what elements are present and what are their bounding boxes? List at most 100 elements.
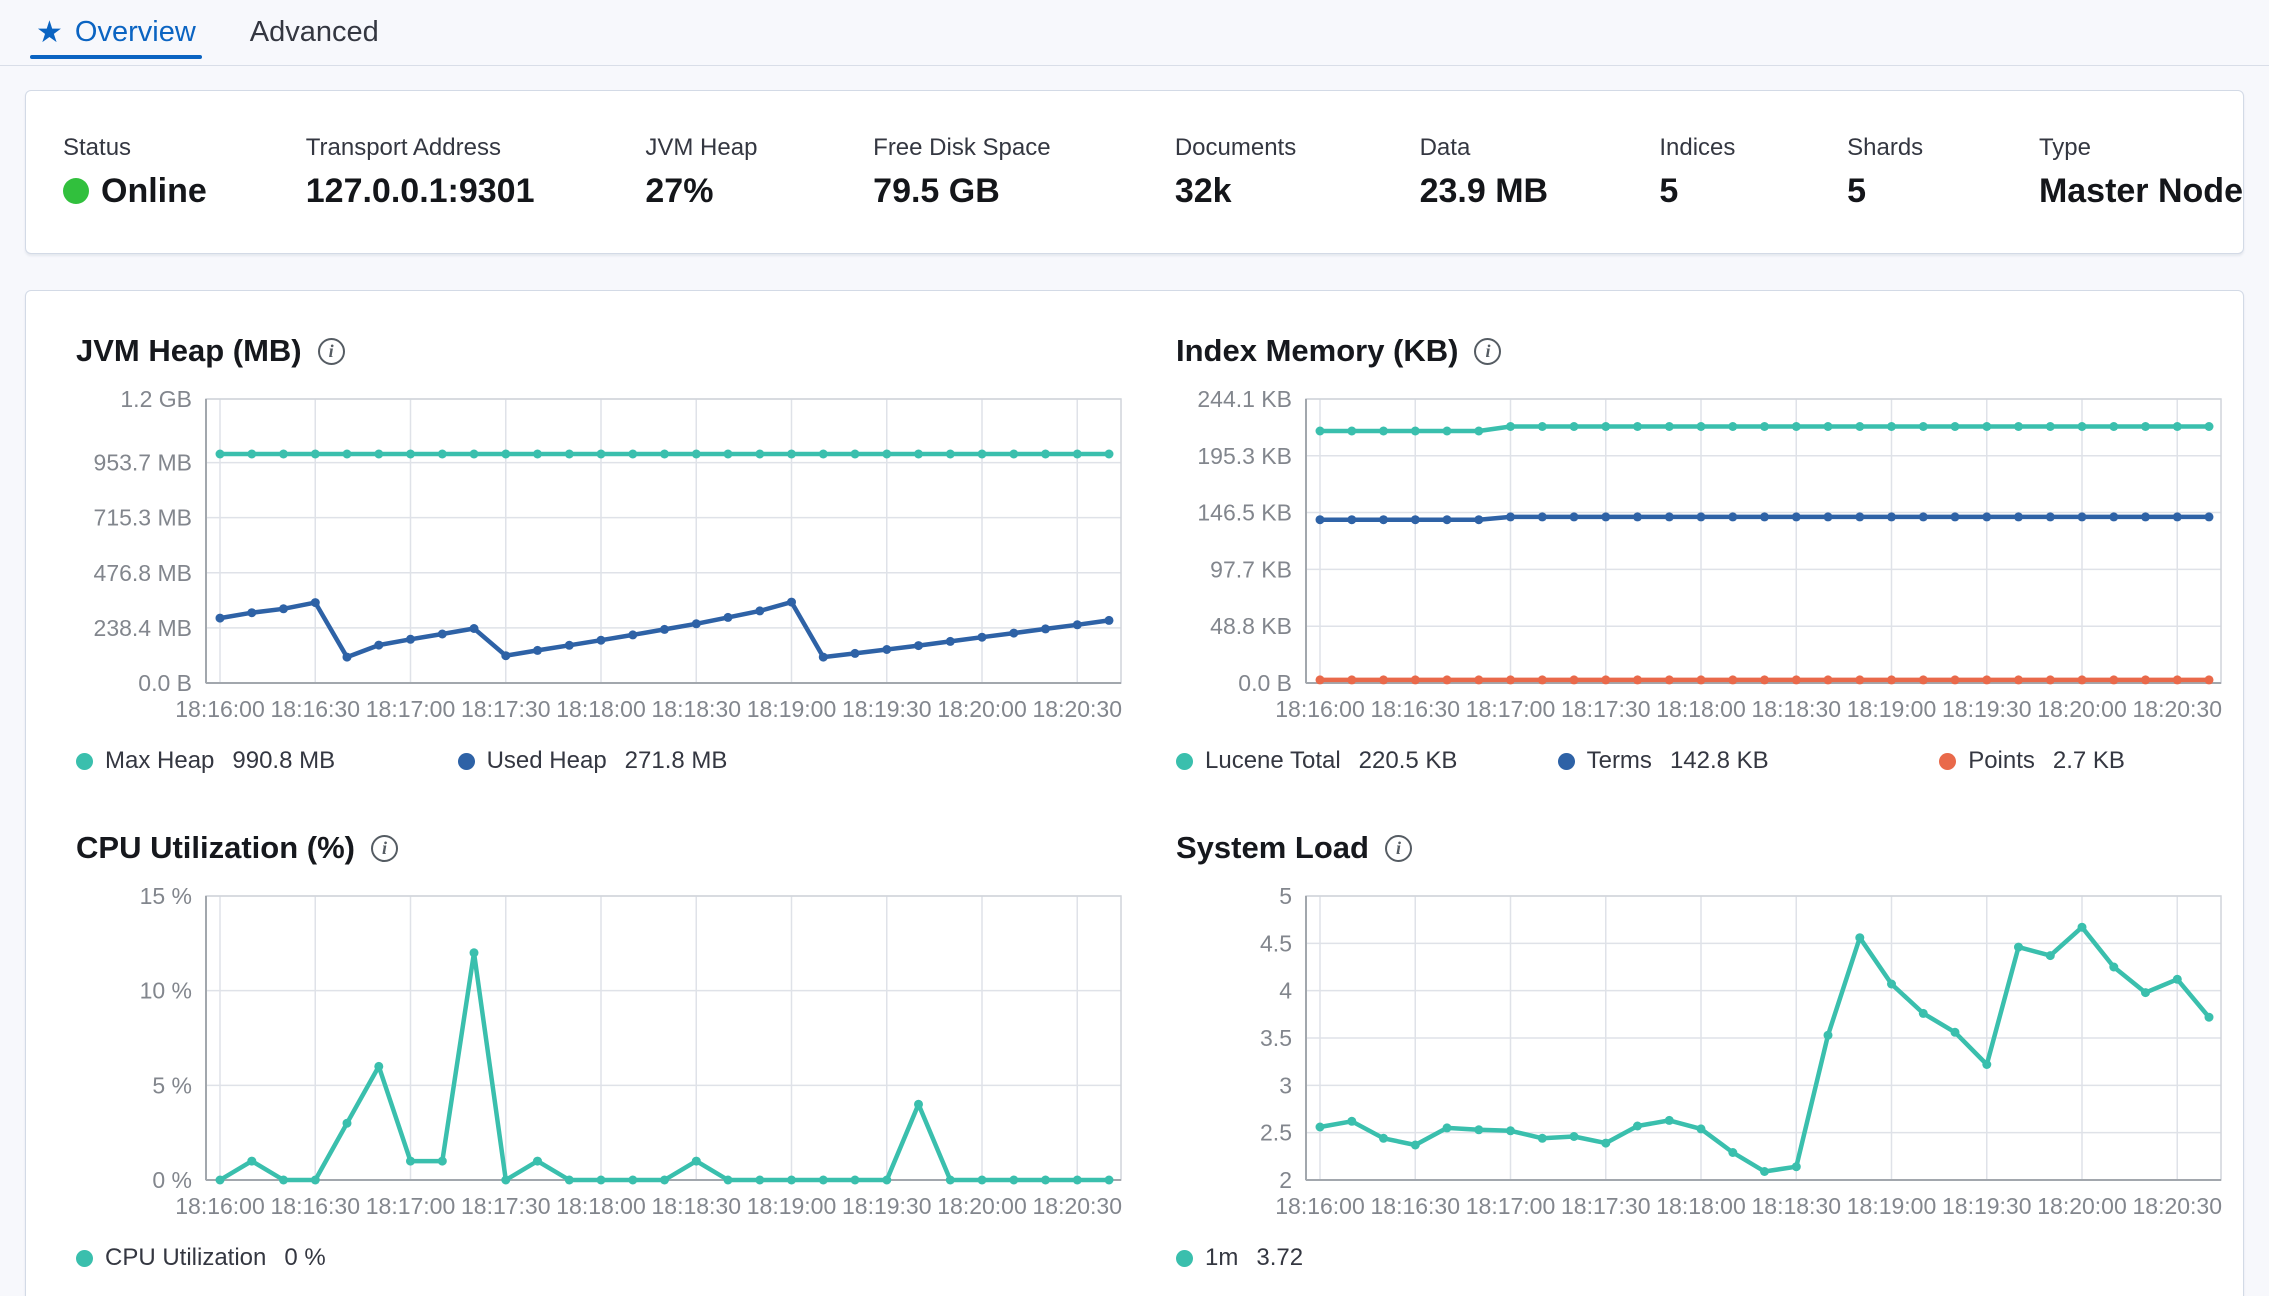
- stat-status: Status Online: [63, 134, 306, 211]
- star-icon: ★: [36, 15, 63, 49]
- chart-legend: CPU Utilization 0 %: [76, 1244, 1136, 1272]
- chart-title: JVM Heap (MB): [76, 333, 302, 368]
- chart-legend: Max Heap 990.8 MB Used Heap 271.8 MB: [76, 747, 1136, 775]
- x-tick-label: 18:18:30: [1751, 1193, 1841, 1219]
- stat-value: Master Node: [2039, 172, 2243, 211]
- y-tick-label: 238.4 MB: [94, 615, 192, 641]
- x-tick-label: 18:20:00: [2037, 696, 2127, 722]
- x-tick-label: 18:19:30: [1942, 1193, 2032, 1219]
- x-tick-label: 18:17:30: [461, 1193, 551, 1219]
- y-tick-label: 1.2 GB: [120, 391, 192, 412]
- tab-bar: ★ Overview Advanced: [0, 0, 2269, 66]
- y-tick-label: 2.5: [1260, 1120, 1292, 1146]
- legend-item: Points 2.7 KB: [1939, 747, 2125, 775]
- stat-shards: Shards 5: [1847, 134, 2039, 211]
- x-tick-label: 18:19:00: [1847, 696, 1937, 722]
- legend-dot-icon: [457, 752, 475, 770]
- tab-advanced-label: Advanced: [249, 16, 379, 48]
- online-status-dot-icon: [63, 178, 89, 204]
- x-tick-label: 18:20:30: [1032, 1193, 1122, 1219]
- y-tick-label: 195.3 KB: [1197, 443, 1292, 469]
- legend-series-name: CPU Utilization: [105, 1244, 267, 1271]
- stat-data: Data 23.9 MB: [1420, 134, 1660, 211]
- stat-value-text: 5: [1847, 171, 1867, 210]
- x-tick-label: 18:19:30: [842, 696, 932, 722]
- legend-item: Max Heap 990.8 MB: [76, 747, 458, 775]
- y-tick-label: 715.3 MB: [94, 505, 192, 531]
- x-tick-label: 18:20:00: [2037, 1193, 2127, 1219]
- x-tick-label: 18:20:30: [2132, 1193, 2222, 1219]
- y-tick-label: 0.0 B: [138, 670, 192, 696]
- stat-value: 32k: [1175, 172, 1420, 211]
- chart-title: Index Memory (KB): [1176, 333, 1459, 368]
- legend-series-value: 2.7 KB: [2052, 747, 2125, 774]
- stat-value: 5: [1847, 172, 2039, 211]
- x-tick-label: 18:17:30: [1561, 1193, 1651, 1219]
- y-tick-label: 4.5: [1260, 930, 1292, 956]
- charts-grid: JVM Heap (MB) i 18:16:00 18:16:30 18:17:00…: [76, 333, 2222, 1272]
- y-tick-label: 4: [1279, 978, 1292, 1004]
- chart-jvm-heap: JVM Heap (MB) i 18:16:00 18:16:30 18:17:00…: [76, 333, 1136, 775]
- line-chart[interactable]: 18:16:00 18:16:30 18:17:00 18:17:30 18:18:00…: [76, 391, 1136, 741]
- x-tick-label: 18:18:00: [1656, 1193, 1746, 1219]
- legend-series-name: 1m: [1205, 1244, 1239, 1271]
- stat-label: Data: [1419, 133, 1471, 161]
- x-tick-label: 18:16:30: [1370, 1193, 1460, 1219]
- x-tick-label: 18:18:30: [1751, 696, 1841, 722]
- x-tick-label: 18:16:00: [1275, 1193, 1365, 1219]
- x-tick-label: 18:19:30: [842, 1193, 932, 1219]
- chart-legend: 1m 3.72: [1176, 1244, 2236, 1272]
- x-tick-label: 18:17:30: [1561, 696, 1651, 722]
- legend-item: CPU Utilization 0 %: [76, 1244, 326, 1272]
- info-icon[interactable]: i: [1474, 337, 1502, 365]
- y-tick-label: 953.7 MB: [94, 450, 192, 476]
- legend-item: Used Heap 271.8 MB: [457, 747, 727, 775]
- y-tick-label: 15 %: [140, 888, 192, 909]
- legend-dot-icon: [1557, 752, 1575, 770]
- tab-overview-label: Overview: [74, 16, 196, 48]
- legend-item: 1m 3.72: [1176, 1244, 1303, 1272]
- y-tick-label: 5: [1279, 888, 1292, 909]
- x-tick-label: 18:20:00: [937, 1193, 1027, 1219]
- chart-index-memory: Index Memory (KB) i 18:16:00 18:16:30 18:1…: [1176, 333, 2236, 775]
- stat-label: Shards: [1847, 133, 1924, 161]
- chart-cpu-utilization: CPU Utilization (%) i 18:16:00 18:16:30 18…: [76, 830, 1136, 1272]
- x-tick-label: 18:18:30: [651, 696, 741, 722]
- line-chart[interactable]: 18:16:00 18:16:30 18:17:00 18:17:30 18:18:00…: [76, 888, 1136, 1238]
- stat-transport-address: Transport Address 127.0.0.1:9301: [306, 134, 646, 211]
- stat-free-disk-space: Free Disk Space 79.5 GB: [873, 134, 1175, 211]
- stat-value-text: 32k: [1174, 171, 1232, 210]
- x-tick-label: 18:17:00: [1466, 1193, 1556, 1219]
- stat-value-text: Master Node: [2038, 171, 2243, 210]
- stat-value: 23.9 MB: [1420, 172, 1660, 211]
- legend-dot-icon: [1176, 752, 1193, 770]
- y-tick-label: 2: [1279, 1167, 1292, 1193]
- info-icon[interactable]: i: [1384, 834, 1412, 862]
- x-tick-label: 18:16:00: [175, 696, 265, 722]
- stat-label: Indices: [1659, 133, 1736, 161]
- stat-value-text: 5: [1659, 171, 1679, 210]
- line-chart[interactable]: 18:16:00 18:16:30 18:17:00 18:17:30 18:18:00…: [1176, 888, 2236, 1238]
- x-tick-label: 18:19:00: [747, 1193, 837, 1219]
- info-icon[interactable]: i: [371, 834, 398, 862]
- stat-value-text: 23.9 MB: [1419, 171, 1549, 210]
- stat-label: Type: [2038, 133, 2091, 161]
- y-tick-label: 10 %: [140, 978, 192, 1004]
- x-tick-label: 18:16:00: [1275, 696, 1365, 722]
- legend-series-name: Used Heap: [486, 747, 607, 774]
- info-icon[interactable]: i: [317, 337, 345, 365]
- y-tick-label: 244.1 KB: [1197, 391, 1292, 412]
- tab-overview[interactable]: ★ Overview: [30, 0, 202, 65]
- stat-indices: Indices 5: [1659, 134, 1847, 211]
- x-tick-label: 18:16:00: [175, 1193, 265, 1219]
- stat-value-text: 127.0.0.1:9301: [305, 171, 535, 210]
- y-tick-label: 0 %: [152, 1167, 192, 1193]
- stat-value-text: Online: [101, 171, 207, 210]
- node-status-bar: Status Online Transport Address 127.0.0.1:9…: [25, 90, 2244, 254]
- y-tick-label: 3: [1279, 1072, 1292, 1098]
- x-tick-label: 18:16:30: [270, 696, 360, 722]
- stat-value: 79.5 GB: [873, 172, 1175, 211]
- charts-panel: JVM Heap (MB) i 18:16:00 18:16:30 18:17:00…: [25, 290, 2244, 1296]
- tab-advanced[interactable]: Advanced: [244, 0, 385, 65]
- line-chart[interactable]: 18:16:00 18:16:30 18:17:00 18:17:30 18:18:00…: [1176, 391, 2236, 741]
